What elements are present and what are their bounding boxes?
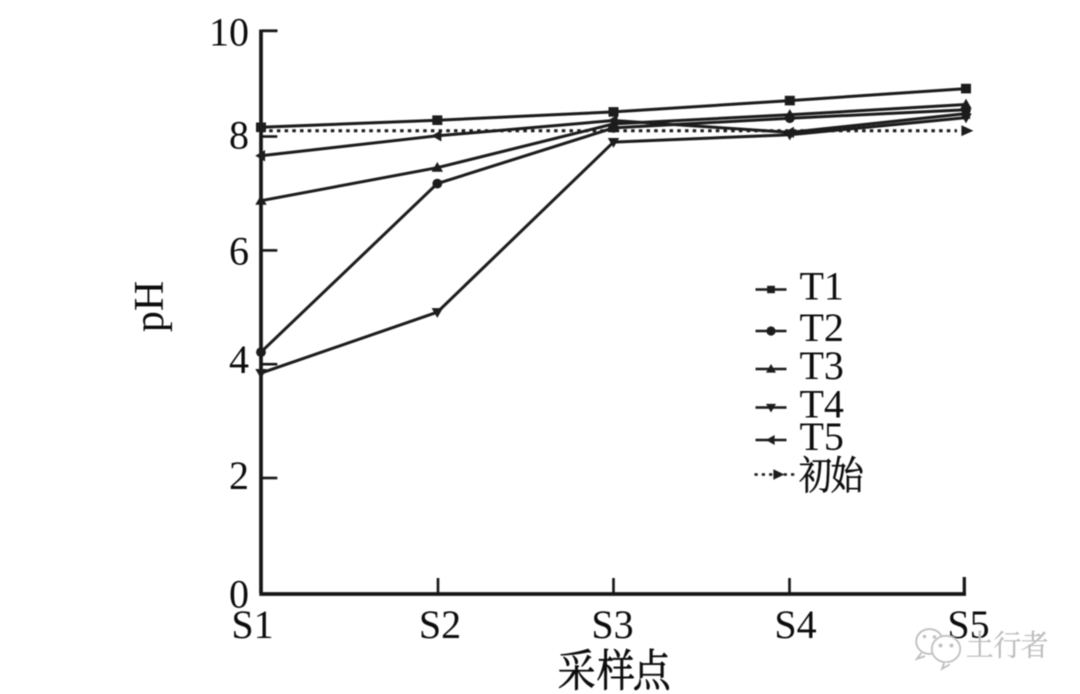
svg-text:10: 10: [209, 10, 249, 55]
svg-text:S4: S4: [774, 602, 816, 647]
svg-text:T3: T3: [800, 343, 844, 388]
svg-text:pH: pH: [127, 281, 173, 332]
svg-text:T4: T4: [800, 382, 844, 427]
svg-text:4: 4: [229, 337, 249, 382]
svg-text:S3: S3: [591, 602, 633, 647]
svg-text:0: 0: [229, 572, 249, 617]
svg-text:6: 6: [229, 229, 249, 274]
svg-text:S2: S2: [419, 602, 461, 647]
svg-text:S1: S1: [231, 602, 273, 647]
svg-text:T2: T2: [800, 305, 844, 350]
svg-text:T1: T1: [800, 264, 844, 309]
svg-text:2: 2: [229, 453, 249, 498]
svg-text:8: 8: [229, 113, 249, 158]
svg-text:T5: T5: [800, 414, 844, 459]
